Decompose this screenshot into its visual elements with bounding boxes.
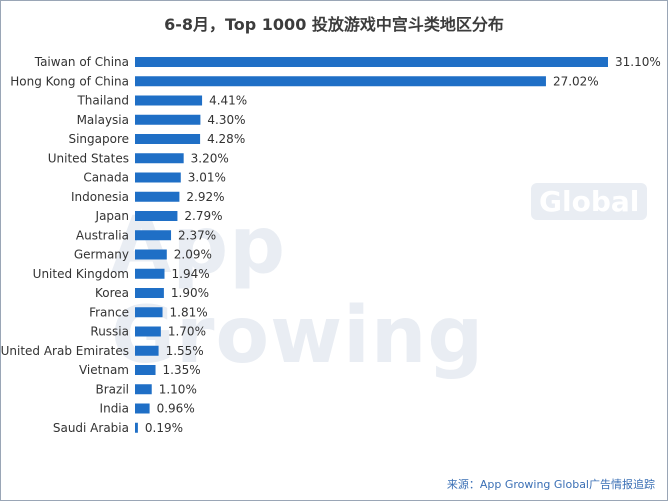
value-label: 2.92% — [186, 190, 224, 204]
bar — [135, 191, 180, 202]
chart-title: 6-8月，Top 1000 投放游戏中宫斗类地区分布 — [164, 15, 504, 34]
bar — [135, 211, 178, 221]
value-label: 1.70% — [168, 325, 206, 339]
bar — [135, 249, 167, 260]
bar — [135, 422, 138, 433]
category-label: France — [89, 305, 129, 319]
value-label: 0.96% — [157, 402, 195, 416]
value-label: 4.30% — [207, 113, 245, 127]
category-label: India — [100, 402, 129, 416]
category-label: Vietnam — [79, 363, 129, 377]
bar — [135, 403, 150, 414]
category-label: Saudi Arabia — [53, 421, 129, 435]
value-label: 31.10% — [615, 55, 661, 69]
value-label: 2.37% — [178, 228, 216, 242]
bar — [135, 172, 181, 183]
category-label: Taiwan of China — [34, 55, 129, 69]
category-label: Japan — [95, 209, 129, 223]
value-label: 3.20% — [191, 151, 229, 165]
category-label: Malaysia — [77, 113, 129, 127]
bar — [135, 365, 156, 375]
bar — [135, 326, 161, 337]
category-label: United Kingdom — [33, 267, 129, 281]
value-label: 4.28% — [207, 132, 245, 146]
category-label: Australia — [76, 228, 129, 242]
category-label: United States — [48, 151, 129, 165]
value-label: 0.19% — [145, 421, 183, 435]
source-note: 来源：App Growing Global广告情报追踪 — [446, 478, 655, 491]
bar — [135, 153, 184, 164]
value-label: 2.09% — [174, 248, 212, 262]
value-label: 1.94% — [172, 267, 210, 281]
category-label: Hong Kong of China — [10, 74, 129, 88]
category-label: Singapore — [68, 132, 129, 146]
category-label: Brazil — [96, 382, 130, 396]
value-label: 1.10% — [159, 382, 197, 396]
value-label: 2.79% — [184, 209, 222, 223]
bar — [135, 307, 163, 318]
bar — [135, 230, 172, 241]
value-label: 1.81% — [170, 305, 208, 319]
bar — [135, 114, 201, 125]
category-label: United Arab Emirates — [1, 344, 129, 358]
bar — [135, 76, 546, 87]
value-label: 27.02% — [553, 74, 599, 88]
bar — [135, 384, 152, 395]
bar — [135, 57, 608, 67]
category-label: Thailand — [76, 94, 129, 108]
value-label: 1.35% — [163, 363, 201, 377]
bar — [135, 288, 164, 298]
bar — [135, 345, 159, 356]
value-label: 1.90% — [171, 286, 209, 300]
category-label: Germany — [74, 248, 129, 262]
bar — [135, 268, 165, 279]
category-label: Canada — [83, 171, 129, 185]
category-label: Indonesia — [71, 190, 129, 204]
category-label: Russia — [90, 325, 129, 339]
value-label: 3.01% — [188, 171, 226, 185]
value-label: 1.55% — [166, 344, 204, 358]
value-label: 4.41% — [209, 94, 247, 108]
bar — [135, 95, 203, 106]
category-label: Korea — [95, 286, 129, 300]
bar — [135, 134, 201, 144]
